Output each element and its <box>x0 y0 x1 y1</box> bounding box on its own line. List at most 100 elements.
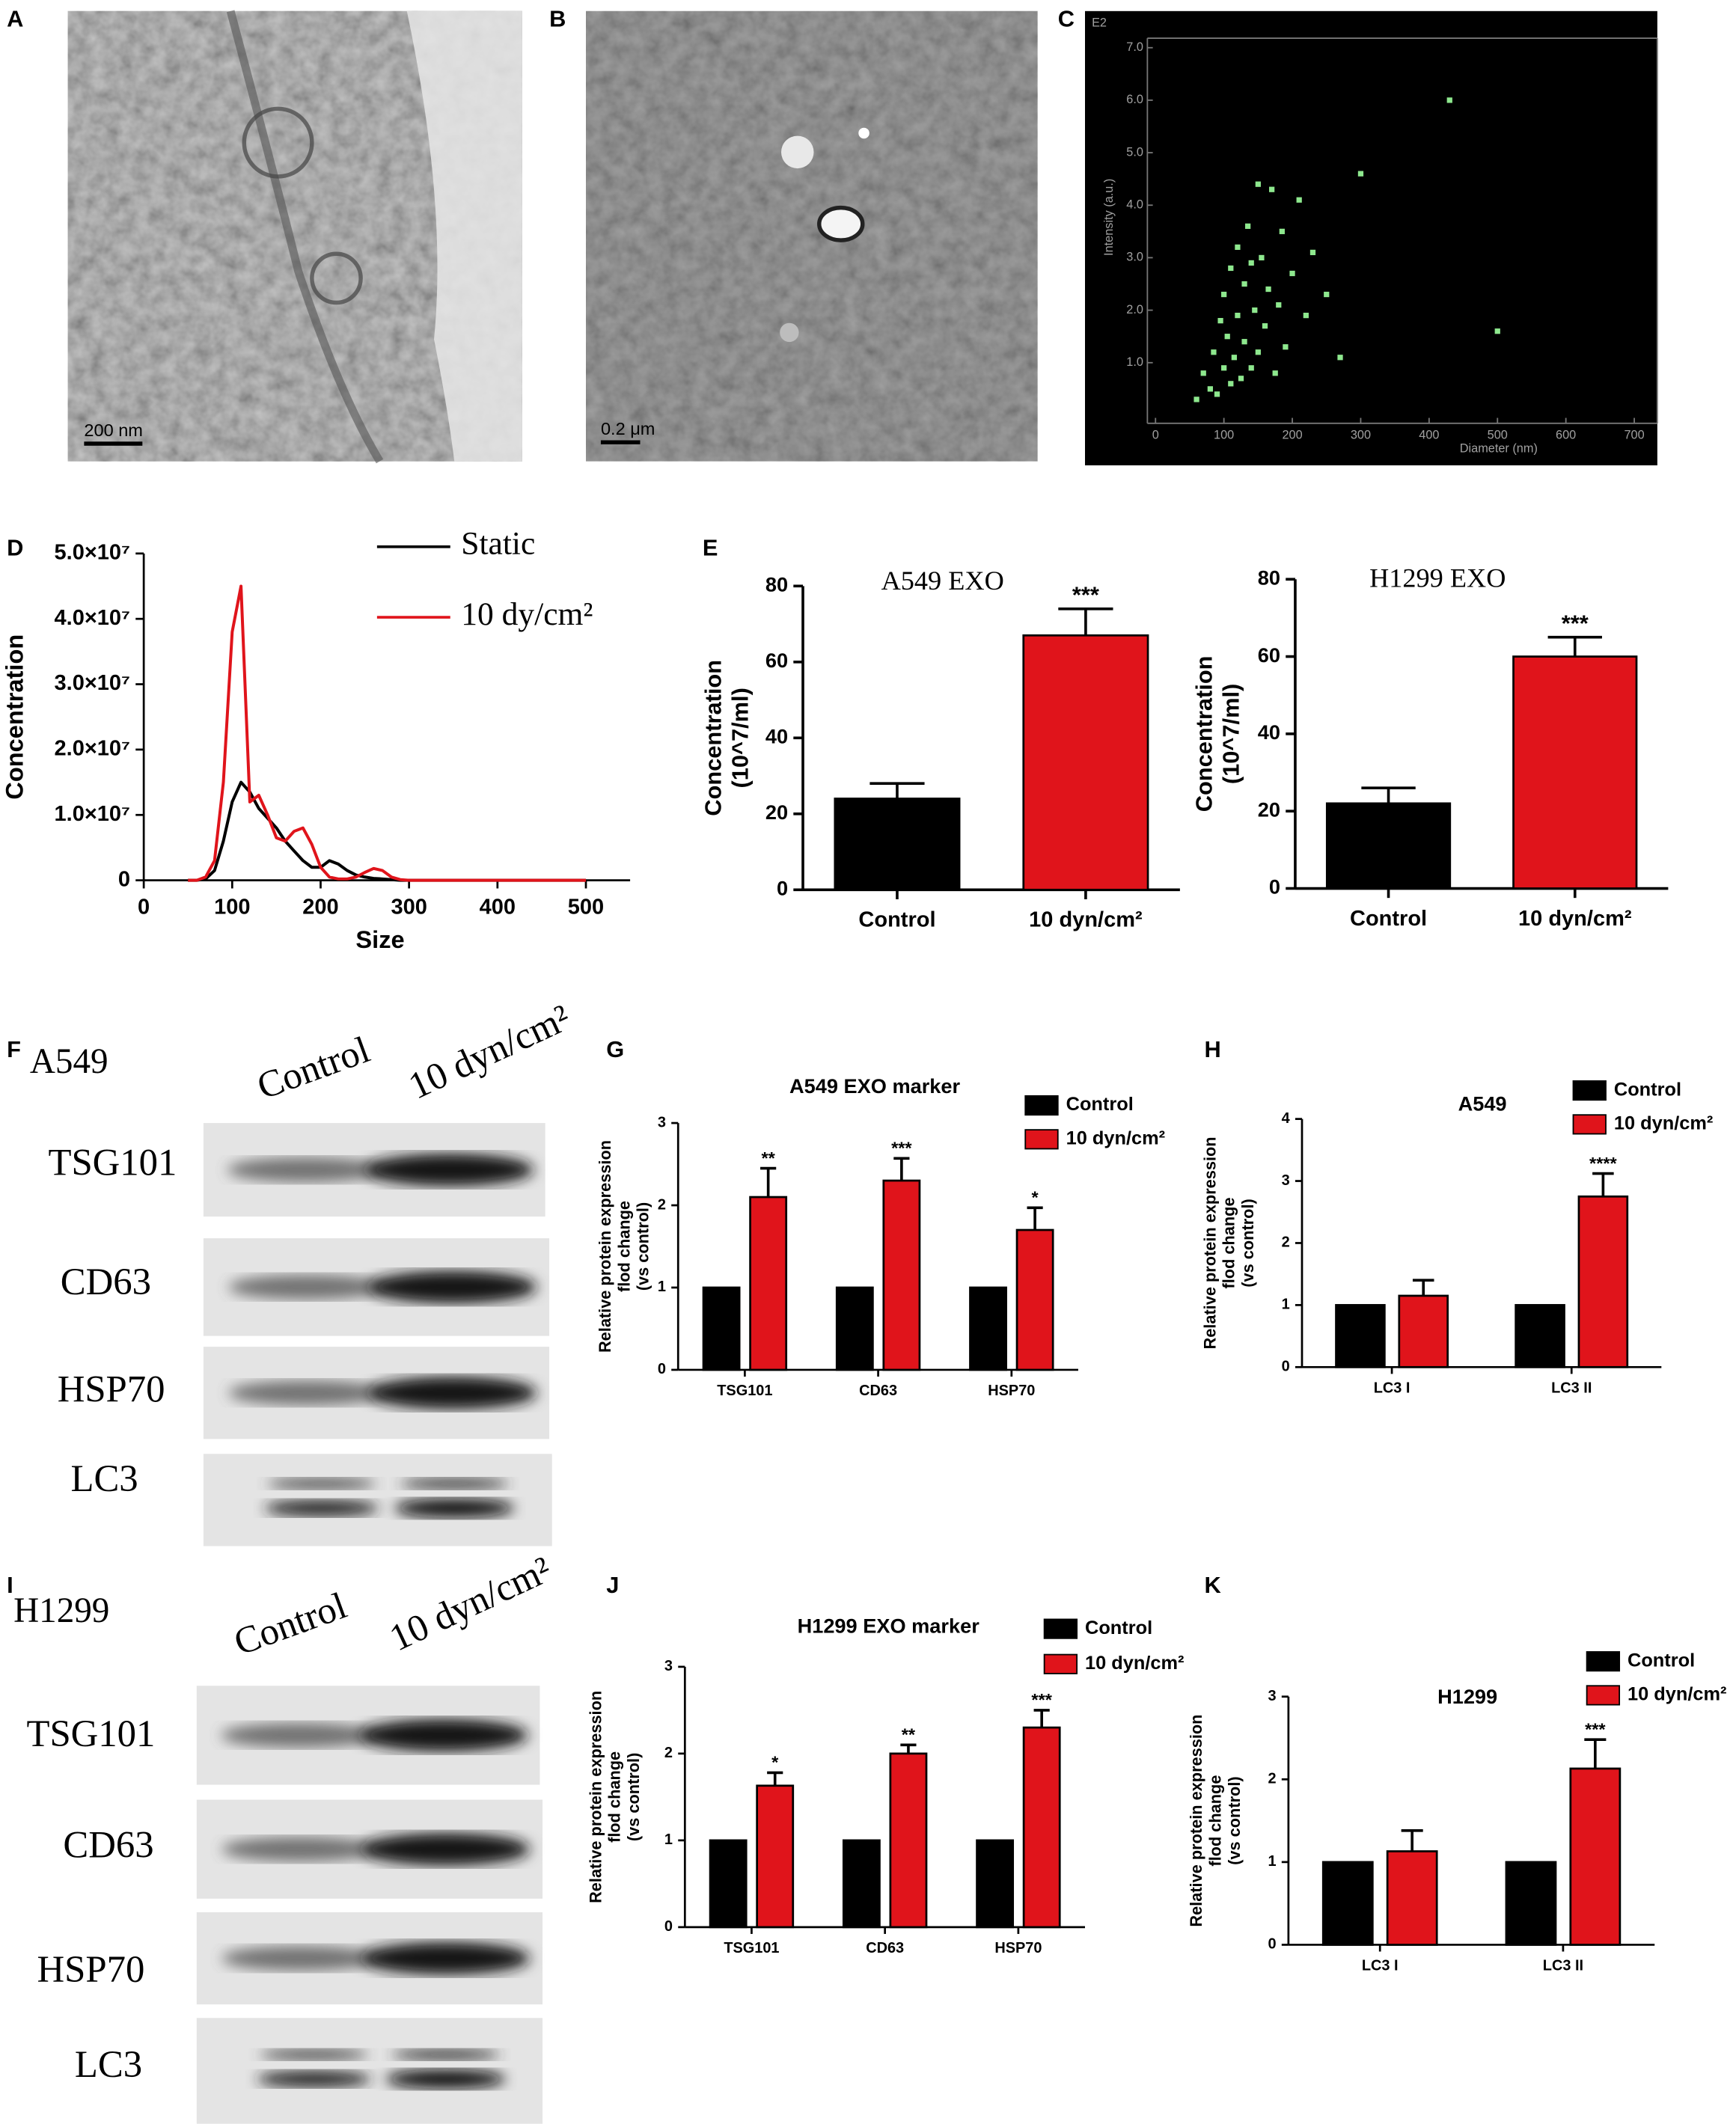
y-tick-label: 4 <box>1282 1110 1290 1127</box>
point <box>1224 334 1230 340</box>
panel-label: F <box>7 1036 21 1062</box>
y-tick-label: 0 <box>1268 1936 1276 1953</box>
x-tick-label: LC3 II <box>1551 1380 1592 1397</box>
blot-band <box>264 1499 379 1517</box>
point <box>1207 386 1213 392</box>
y-tick-label: 2.0×10⁷ <box>55 737 130 761</box>
x-tick-label: 200 <box>1282 428 1302 441</box>
chart-title: H1299 EXO marker <box>798 1615 980 1638</box>
point <box>1276 302 1282 308</box>
y-tick-label: 5.0×10⁷ <box>55 540 130 564</box>
x-tick-label: 500 <box>568 895 604 919</box>
panel-label: C <box>1058 6 1075 32</box>
membrane <box>226 10 384 464</box>
point <box>1235 244 1241 251</box>
y-tick-label: 0 <box>1282 1359 1290 1375</box>
x-tick-label: 500 <box>1488 428 1508 441</box>
point <box>1228 265 1234 272</box>
x-tick-label: LC3 I <box>1374 1380 1410 1397</box>
point <box>1296 197 1302 203</box>
bar <box>1335 1304 1386 1368</box>
bar <box>1386 1850 1438 1946</box>
point <box>1279 228 1285 234</box>
y-tick-label: 1 <box>1268 1853 1276 1870</box>
y-axis-label: flod change <box>1220 1197 1238 1288</box>
legend-swatch <box>1572 1080 1607 1101</box>
scale-bar-label: 0.2 μm <box>601 419 655 438</box>
protein-label: LC3 <box>75 2043 142 2085</box>
y-tick-label: 1 <box>664 1831 673 1848</box>
legend-swatch <box>1043 1618 1078 1639</box>
micrograph-texture <box>586 10 1038 462</box>
protein-label: TSG101 <box>26 1713 155 1754</box>
blot-band <box>228 1275 386 1300</box>
point <box>1262 323 1268 329</box>
error-bar <box>1033 1709 1050 1728</box>
y-tick-label: 80 <box>765 573 788 596</box>
panel-label: I <box>7 1572 13 1598</box>
bar <box>1321 1861 1374 1946</box>
x-tick-label: LC3 II <box>1543 1958 1583 1974</box>
blot-band <box>400 1478 509 1490</box>
blot-band <box>361 1832 530 1866</box>
bar <box>835 1286 874 1371</box>
point <box>1272 370 1278 376</box>
legend-label: Control <box>1628 1650 1695 1671</box>
bar <box>1577 1195 1629 1368</box>
protein-label: HSP70 <box>37 1948 145 1990</box>
y-tick-label: 3 <box>658 1114 666 1130</box>
legend-label: 10 dyn/cm² <box>1066 1128 1165 1149</box>
lane-label: Control <box>251 1028 375 1107</box>
y-tick-label: 2.0 <box>1126 303 1143 316</box>
significance-label: * <box>771 1753 779 1772</box>
y-tick-label: 5.0 <box>1126 145 1143 159</box>
significance-label: * <box>1032 1188 1039 1208</box>
bar <box>969 1286 1007 1371</box>
significance-label: ** <box>902 1725 916 1745</box>
y-tick-label: 4.0×10⁷ <box>55 606 130 630</box>
bar <box>1515 1304 1565 1368</box>
y-tick-label: 3 <box>1282 1172 1290 1189</box>
series-line <box>188 780 586 882</box>
vesicle <box>242 106 314 179</box>
y-tick-label: 1 <box>1282 1297 1290 1313</box>
point <box>1283 344 1289 350</box>
x-tick-label: Control <box>858 908 935 932</box>
bar <box>1015 1228 1054 1371</box>
x-tick-label: 100 <box>1214 428 1234 441</box>
legend-label: Control <box>1614 1079 1681 1100</box>
chart-title: A549 EXO marker <box>789 1074 961 1098</box>
point <box>1214 391 1220 397</box>
blot-band <box>394 1499 515 1518</box>
y-axis-label: (vs control) <box>1225 1776 1244 1864</box>
error-bar <box>1592 1172 1614 1197</box>
bar <box>749 1196 788 1371</box>
point <box>1200 370 1206 376</box>
error-bar <box>1547 635 1602 657</box>
point <box>1248 260 1254 266</box>
panel-label: D <box>7 535 23 561</box>
chart-title: A549 EXO <box>881 566 1004 596</box>
cell-line-label: A549 <box>30 1042 109 1081</box>
bar <box>882 1179 921 1371</box>
lane-label: 10 dyn/cm² <box>383 1548 557 1659</box>
significance-label: **** <box>1589 1154 1617 1173</box>
chart-title: A549 <box>1458 1092 1507 1115</box>
point <box>1255 181 1261 187</box>
panel-label: K <box>1205 1572 1221 1598</box>
vesicle <box>781 135 814 169</box>
y-tick-label: 0 <box>1269 875 1280 899</box>
x-tick-label: 600 <box>1556 428 1576 441</box>
vesicle <box>858 127 869 139</box>
bar <box>834 798 961 891</box>
x-tick-label: 400 <box>480 895 516 919</box>
point <box>1221 291 1227 298</box>
y-axis-label: Relative protein expression <box>586 1691 605 1903</box>
error-bar <box>1401 1829 1423 1852</box>
legend-label: Control <box>1066 1094 1134 1115</box>
error-bar <box>1361 786 1416 804</box>
error-bar <box>767 1771 783 1786</box>
x-tick-label: 700 <box>1624 428 1644 441</box>
x-tick-label: 10 dyn/cm² <box>1029 908 1143 932</box>
